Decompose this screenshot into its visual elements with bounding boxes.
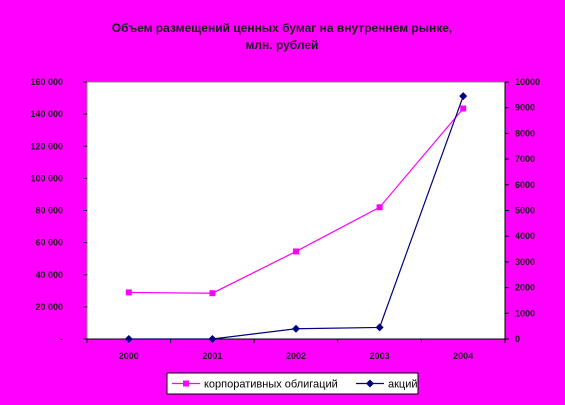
left-tick-label: -	[60, 334, 63, 344]
right-tick-label: 4000	[515, 231, 535, 241]
left-tick-label: 20 000	[35, 302, 63, 312]
legend-marker-bonds	[183, 380, 189, 387]
x-tick-label: 2003	[370, 351, 390, 361]
data-point	[460, 105, 467, 112]
left-tick-label: 120 000	[30, 141, 63, 151]
data-point	[375, 323, 384, 332]
left-tick-label: 140 000	[30, 109, 63, 119]
right-tick-label: 7000	[515, 154, 535, 164]
right-tick-label: 9000	[515, 103, 535, 113]
series-layer	[124, 92, 468, 343]
data-point	[293, 248, 299, 255]
x-axis: 2000 2001 2002 2003 2004	[86, 338, 506, 361]
legend: корпоративных облигаций акций	[166, 372, 419, 395]
right-tick-label: 10000	[515, 77, 540, 87]
right-tick-label: 5000	[515, 206, 535, 216]
x-tick-label: 2004	[453, 351, 473, 361]
right-tick-label: 6000	[515, 180, 535, 190]
legend-label-shares: акций	[388, 379, 418, 391]
right-tick-label: 1000	[515, 308, 535, 318]
right-tick-label: 0	[515, 334, 520, 344]
right-tick-label: 8000	[515, 128, 535, 138]
plot-area	[86, 81, 506, 340]
legend-label-bonds: корпоративных облигаций	[204, 379, 338, 391]
data-point	[376, 204, 383, 211]
data-point	[209, 290, 216, 297]
left-tick-label: 80 000	[35, 206, 63, 216]
right-tick-label: 2000	[515, 283, 535, 293]
data-point	[459, 92, 468, 101]
legend-box	[166, 372, 419, 395]
left-tick-label: 60 000	[35, 238, 63, 248]
chart-title-line-2: млн. рублей	[246, 38, 319, 52]
left-tick-label: 40 000	[35, 270, 63, 280]
data-point	[292, 324, 300, 333]
x-tick-label: 2001	[202, 351, 222, 361]
data-point	[208, 335, 217, 343]
left-y-axis: - 20 000 40 000 60 000 80 000 100 000 120 000 1…	[30, 77, 87, 344]
right-tick-label: 3000	[515, 257, 535, 267]
left-tick-label: 100 000	[30, 173, 63, 183]
x-tick-label: 2002	[286, 351, 306, 361]
legend-marker-shares	[366, 379, 374, 388]
x-tick-label: 2000	[119, 351, 139, 361]
data-point	[125, 289, 132, 296]
chart-title-line-1: Объем размещений ценных бумаг на внутрен…	[112, 21, 453, 35]
left-tick-label: 160 000	[30, 77, 63, 87]
data-point	[124, 335, 133, 343]
right-y-axis: 0 1000 2000 3000 4000 5000 6000 7000 8000 9000 100…	[504, 77, 540, 344]
